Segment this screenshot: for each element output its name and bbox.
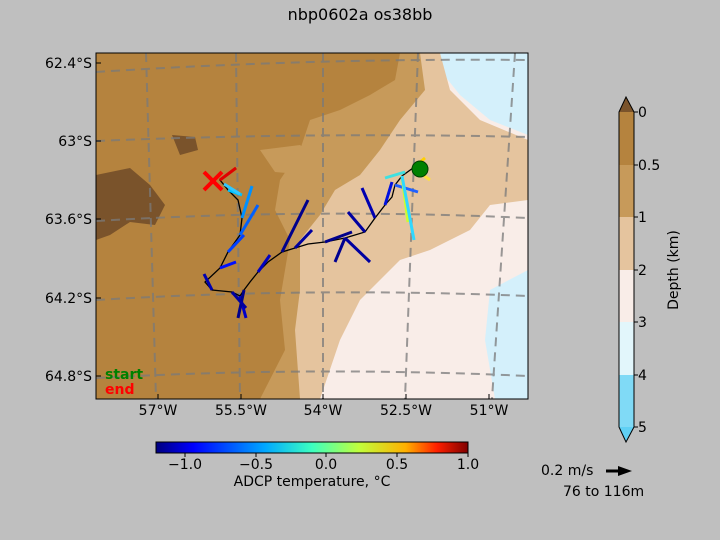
start-marker <box>411 160 429 178</box>
island-small <box>172 135 198 155</box>
lon-tick-label: 51°W <box>470 403 509 419</box>
temperature-tick-label: 1.0 <box>457 457 479 473</box>
depth-colorbar <box>619 97 634 442</box>
deep-water-region-south <box>485 270 528 399</box>
depth-colorbar-label: Depth (km) <box>666 230 682 310</box>
temperature-colorbar-label: ADCP temperature, °C <box>233 474 391 490</box>
temperature-tick-label: −0.5 <box>239 457 273 473</box>
depth-tick-label: 0.5 <box>638 158 660 174</box>
lat-tick-label: 63.6°S <box>45 212 92 228</box>
vector-depth-range: 76 to 116m <box>563 484 645 500</box>
lon-tick-label: 57°W <box>139 403 178 419</box>
depth-tick-label: 4 <box>638 368 647 384</box>
temperature-colorbar <box>155 441 469 454</box>
temperature-colorbar-ticks <box>184 453 469 457</box>
vector-scale-label: 0.2 m/s <box>541 463 594 479</box>
temperature-tick-label: −1.0 <box>168 457 202 473</box>
temperature-tick-label: 0.0 <box>315 457 337 473</box>
ship-track <box>204 167 414 297</box>
depth-tick-label: 5 <box>638 420 647 436</box>
shelf-bank <box>260 145 320 175</box>
map-frame <box>95 52 529 400</box>
scale-arrow-icon <box>606 466 632 476</box>
legend-end: end <box>105 382 135 398</box>
lat-tick-label: 64.2°S <box>45 291 92 307</box>
depth-tick-label: 2 <box>638 263 647 279</box>
depth-tick-label: 3 <box>638 315 647 331</box>
end-marker <box>202 170 224 192</box>
lat-tick-label: 63°S <box>58 134 92 150</box>
lat-tick-label: 64.8°S <box>45 369 92 385</box>
lat-tick-label: 62.4°S <box>45 56 92 72</box>
lon-tick-label: 54°W <box>304 403 343 419</box>
bathymetry-map <box>96 53 528 399</box>
island-region <box>96 168 165 240</box>
deep-water-region <box>440 53 528 135</box>
lon-tick-label: 52.5°W <box>380 403 432 419</box>
temperature-tick-label: 0.5 <box>386 457 408 473</box>
lat-tick-marks <box>96 62 101 377</box>
depth-colorbar-ticks <box>634 111 638 428</box>
east-bank <box>485 170 520 190</box>
plot-title: nbp0602a os38bb <box>287 5 433 24</box>
lon-tick-marks <box>157 394 490 399</box>
lon-tick-label: 55.5°W <box>215 403 267 419</box>
shallow-shelf-region <box>96 53 400 399</box>
depth-tick-label: 0 <box>638 105 647 121</box>
depth-tick-label: 1 <box>638 210 647 226</box>
legend-start: start <box>105 367 144 383</box>
